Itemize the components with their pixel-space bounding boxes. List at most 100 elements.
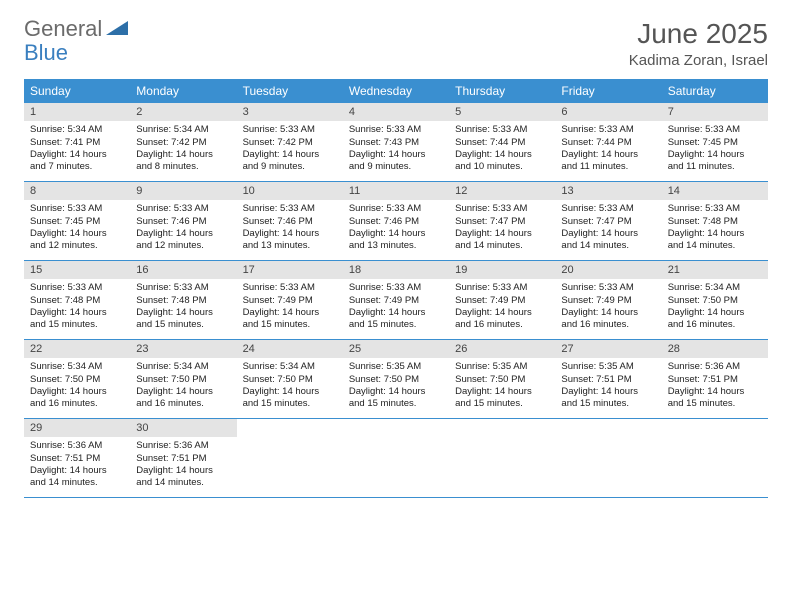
day-cell: 13Sunrise: 5:33 AMSunset: 7:47 PMDayligh…	[555, 182, 661, 260]
logo-text-blue: Blue	[24, 42, 68, 64]
title-block: June 2025 Kadima Zoran, Israel	[629, 18, 768, 69]
sunrise-text: Sunrise: 5:33 AM	[30, 203, 124, 215]
day-number: 18	[343, 261, 449, 279]
sunset-text: Sunset: 7:50 PM	[243, 374, 337, 386]
day-cell: 8Sunrise: 5:33 AMSunset: 7:45 PMDaylight…	[24, 182, 130, 260]
day-cell: 11Sunrise: 5:33 AMSunset: 7:46 PMDayligh…	[343, 182, 449, 260]
sunrise-text: Sunrise: 5:33 AM	[455, 282, 549, 294]
brand-logo: General Blue	[24, 18, 128, 40]
day-cell: 1Sunrise: 5:34 AMSunset: 7:41 PMDaylight…	[24, 103, 130, 181]
empty-cell	[662, 419, 768, 497]
empty-cell	[343, 419, 449, 497]
day-body: Sunrise: 5:36 AMSunset: 7:51 PMDaylight:…	[24, 440, 130, 489]
daylight-text: Daylight: 14 hours and 13 minutes.	[243, 228, 337, 253]
sunset-text: Sunset: 7:49 PM	[455, 295, 549, 307]
sunset-text: Sunset: 7:47 PM	[561, 216, 655, 228]
day-number: 10	[237, 182, 343, 200]
day-body: Sunrise: 5:34 AMSunset: 7:50 PMDaylight:…	[130, 361, 236, 410]
day-body: Sunrise: 5:33 AMSunset: 7:45 PMDaylight:…	[662, 124, 768, 173]
day-body: Sunrise: 5:33 AMSunset: 7:49 PMDaylight:…	[237, 282, 343, 331]
weekday-header: Saturday	[662, 79, 768, 103]
logo-text-gray: General	[24, 18, 102, 40]
day-cell: 23 Sunrise: 5:34 AMSunset: 7:50 PMDayligh…	[130, 340, 236, 418]
day-number: 24	[237, 340, 343, 358]
sunrise-text: Sunrise: 5:35 AM	[455, 361, 549, 373]
weekday-header: Friday	[555, 79, 661, 103]
day-number: 17	[237, 261, 343, 279]
daylight-text: Daylight: 14 hours and 11 minutes.	[561, 149, 655, 174]
day-cell: 29Sunrise: 5:36 AMSunset: 7:51 PMDayligh…	[24, 419, 130, 497]
day-body: Sunrise: 5:35 AMSunset: 7:50 PMDaylight:…	[449, 361, 555, 410]
day-body: Sunrise: 5:33 AMSunset: 7:44 PMDaylight:…	[449, 124, 555, 173]
weekday-header: Monday	[130, 79, 236, 103]
sunrise-text: Sunrise: 5:33 AM	[349, 203, 443, 215]
day-body: Sunrise: 5:33 AMSunset: 7:49 PMDaylight:…	[449, 282, 555, 331]
daylight-text: Daylight: 14 hours and 7 minutes.	[30, 149, 124, 174]
day-number: 13	[555, 182, 661, 200]
day-body: Sunrise: 5:36 AMSunset: 7:51 PMDaylight:…	[130, 440, 236, 489]
empty-cell	[555, 419, 661, 497]
day-cell: 9Sunrise: 5:33 AMSunset: 7:46 PMDaylight…	[130, 182, 236, 260]
empty-cell	[237, 419, 343, 497]
day-cell: 14Sunrise: 5:33 AMSunset: 7:48 PMDayligh…	[662, 182, 768, 260]
day-number: 28	[662, 340, 768, 358]
daylight-text: Daylight: 14 hours and 12 minutes.	[30, 228, 124, 253]
weekday-header: Tuesday	[237, 79, 343, 103]
sunset-text: Sunset: 7:42 PM	[136, 137, 230, 149]
sunset-text: Sunset: 7:50 PM	[349, 374, 443, 386]
daylight-text: Daylight: 14 hours and 15 minutes.	[668, 386, 762, 411]
day-cell: 30Sunrise: 5:36 AMSunset: 7:51 PMDayligh…	[130, 419, 236, 497]
daylight-text: Daylight: 14 hours and 16 minutes.	[30, 386, 124, 411]
day-body: Sunrise: 5:33 AMSunset: 7:46 PMDaylight:…	[237, 203, 343, 252]
sunset-text: Sunset: 7:45 PM	[30, 216, 124, 228]
day-body: Sunrise: 5:33 AMSunset: 7:48 PMDaylight:…	[130, 282, 236, 331]
sunrise-text: Sunrise: 5:33 AM	[668, 203, 762, 215]
sunrise-text: Sunrise: 5:33 AM	[243, 203, 337, 215]
sunset-text: Sunset: 7:51 PM	[30, 453, 124, 465]
day-cell: 26Sunrise: 5:35 AMSunset: 7:50 PMDayligh…	[449, 340, 555, 418]
week-row: 29Sunrise: 5:36 AMSunset: 7:51 PMDayligh…	[24, 419, 768, 498]
daylight-text: Daylight: 14 hours and 10 minutes.	[455, 149, 549, 174]
week-row: 1Sunrise: 5:34 AMSunset: 7:41 PMDaylight…	[24, 103, 768, 182]
sunset-text: Sunset: 7:49 PM	[243, 295, 337, 307]
logo-triangle-icon	[106, 21, 128, 37]
sunrise-text: Sunrise: 5:33 AM	[668, 124, 762, 136]
sunrise-text: Sunrise: 5:33 AM	[561, 203, 655, 215]
day-body: Sunrise: 5:36 AMSunset: 7:51 PMDaylight:…	[662, 361, 768, 410]
day-number: 23	[130, 340, 236, 358]
sunset-text: Sunset: 7:48 PM	[668, 216, 762, 228]
daylight-text: Daylight: 14 hours and 14 minutes.	[455, 228, 549, 253]
daylight-text: Daylight: 14 hours and 8 minutes.	[136, 149, 230, 174]
sunrise-text: Sunrise: 5:35 AM	[561, 361, 655, 373]
sunrise-text: Sunrise: 5:36 AM	[136, 440, 230, 452]
sunrise-text: Sunrise: 5:33 AM	[243, 124, 337, 136]
daylight-text: Daylight: 14 hours and 14 minutes.	[136, 465, 230, 490]
day-number: 16	[130, 261, 236, 279]
sunset-text: Sunset: 7:50 PM	[136, 374, 230, 386]
sunrise-text: Sunrise: 5:34 AM	[30, 361, 124, 373]
sunset-text: Sunset: 7:50 PM	[668, 295, 762, 307]
day-body: Sunrise: 5:33 AMSunset: 7:43 PMDaylight:…	[343, 124, 449, 173]
day-cell: 27Sunrise: 5:35 AMSunset: 7:51 PMDayligh…	[555, 340, 661, 418]
daylight-text: Daylight: 14 hours and 14 minutes.	[30, 465, 124, 490]
sunrise-text: Sunrise: 5:33 AM	[455, 124, 549, 136]
day-body: Sunrise: 5:33 AMSunset: 7:47 PMDaylight:…	[449, 203, 555, 252]
day-cell: 21Sunrise: 5:34 AMSunset: 7:50 PMDayligh…	[662, 261, 768, 339]
header: General Blue June 2025 Kadima Zoran, Isr…	[24, 18, 768, 69]
day-cell: 24Sunrise: 5:34 AMSunset: 7:50 PMDayligh…	[237, 340, 343, 418]
day-number: 25	[343, 340, 449, 358]
sunrise-text: Sunrise: 5:36 AM	[30, 440, 124, 452]
day-number: 12	[449, 182, 555, 200]
day-number: 4	[343, 103, 449, 121]
sunset-text: Sunset: 7:45 PM	[668, 137, 762, 149]
day-body: Sunrise: 5:33 AMSunset: 7:45 PMDaylight:…	[24, 203, 130, 252]
daylight-text: Daylight: 14 hours and 15 minutes.	[243, 386, 337, 411]
day-number: 14	[662, 182, 768, 200]
day-number: 27	[555, 340, 661, 358]
daylight-text: Daylight: 14 hours and 13 minutes.	[349, 228, 443, 253]
daylight-text: Daylight: 14 hours and 9 minutes.	[349, 149, 443, 174]
sunrise-text: Sunrise: 5:35 AM	[349, 361, 443, 373]
sunset-text: Sunset: 7:47 PM	[455, 216, 549, 228]
sunset-text: Sunset: 7:51 PM	[136, 453, 230, 465]
daylight-text: Daylight: 14 hours and 16 minutes.	[561, 307, 655, 332]
